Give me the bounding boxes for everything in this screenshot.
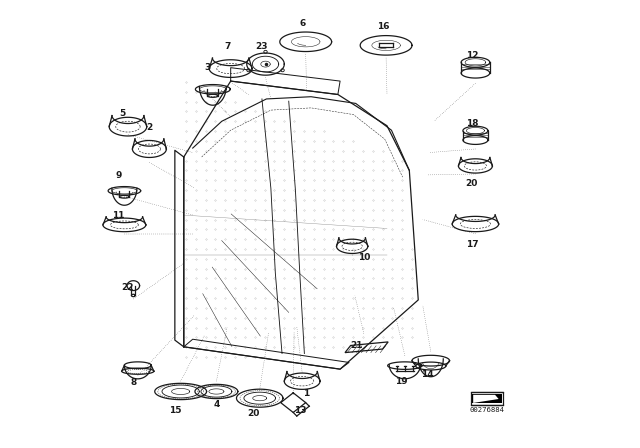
- Text: 16: 16: [377, 22, 390, 31]
- Text: 18: 18: [465, 119, 478, 128]
- Text: 3: 3: [204, 63, 211, 72]
- Text: 14: 14: [421, 370, 433, 379]
- Text: 13: 13: [294, 406, 306, 415]
- Text: 00276884: 00276884: [470, 407, 504, 413]
- Text: 5: 5: [120, 109, 125, 118]
- Text: 22: 22: [122, 283, 134, 292]
- Text: 8: 8: [130, 378, 136, 387]
- Text: 12: 12: [465, 51, 478, 60]
- Text: 17: 17: [465, 240, 478, 249]
- Bar: [472, 394, 502, 404]
- Text: 11: 11: [112, 211, 124, 220]
- Text: 9: 9: [116, 171, 122, 180]
- Text: 4: 4: [213, 401, 220, 409]
- Text: 20: 20: [466, 179, 478, 188]
- Text: 23: 23: [255, 42, 268, 51]
- Text: 20: 20: [248, 409, 260, 418]
- Text: 1: 1: [303, 389, 310, 398]
- Text: 10: 10: [358, 253, 371, 262]
- Text: 7: 7: [224, 42, 230, 51]
- Bar: [471, 392, 503, 405]
- Text: 6: 6: [300, 19, 306, 28]
- Polygon shape: [473, 395, 499, 403]
- Text: 2: 2: [147, 124, 152, 133]
- Text: 19: 19: [395, 377, 408, 386]
- Text: 21: 21: [350, 341, 363, 350]
- Text: 15: 15: [168, 406, 181, 415]
